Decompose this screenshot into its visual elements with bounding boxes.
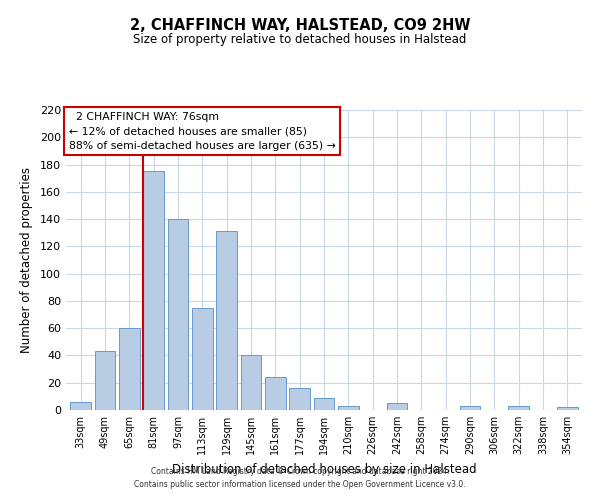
Bar	[70, 402, 91, 410]
Bar	[167, 219, 188, 410]
Y-axis label: Number of detached properties: Number of detached properties	[20, 167, 33, 353]
Text: 2 CHAFFINCH WAY: 76sqm
← 12% of detached houses are smaller (85)
88% of semi-det: 2 CHAFFINCH WAY: 76sqm ← 12% of detached…	[68, 112, 335, 151]
Text: Contains HM Land Registry data © Crown copyright and database right 2024.: Contains HM Land Registry data © Crown c…	[151, 467, 449, 476]
Bar	[508, 406, 529, 410]
X-axis label: Distribution of detached houses by size in Halstead: Distribution of detached houses by size …	[172, 462, 476, 475]
Text: 2, CHAFFINCH WAY, HALSTEAD, CO9 2HW: 2, CHAFFINCH WAY, HALSTEAD, CO9 2HW	[130, 18, 470, 32]
Bar	[95, 352, 115, 410]
Bar	[216, 232, 237, 410]
Bar	[192, 308, 212, 410]
Bar	[557, 408, 578, 410]
Text: Contains public sector information licensed under the Open Government Licence v3: Contains public sector information licen…	[134, 480, 466, 489]
Text: Size of property relative to detached houses in Halstead: Size of property relative to detached ho…	[133, 32, 467, 46]
Bar	[386, 403, 407, 410]
Bar	[143, 172, 164, 410]
Bar	[289, 388, 310, 410]
Bar	[314, 398, 334, 410]
Bar	[338, 406, 359, 410]
Bar	[119, 328, 140, 410]
Bar	[460, 406, 481, 410]
Bar	[265, 378, 286, 410]
Bar	[241, 356, 262, 410]
